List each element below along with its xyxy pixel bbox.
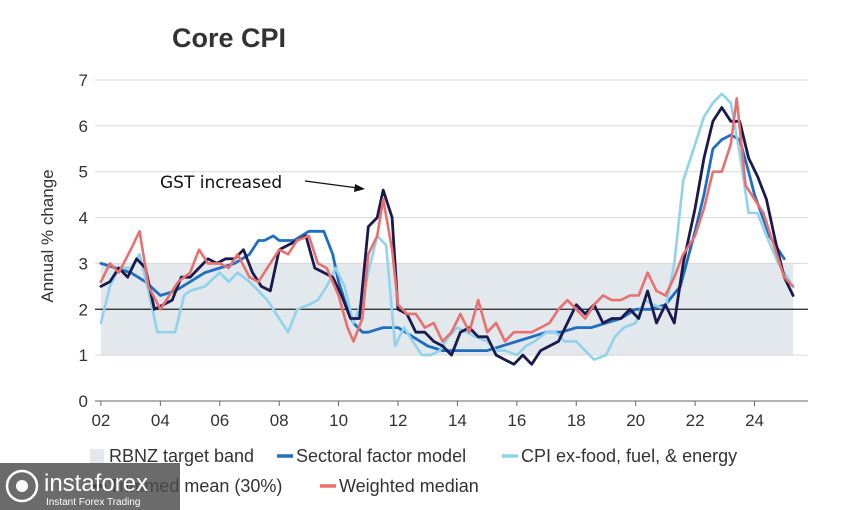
x-tick-label: 06 (210, 411, 229, 430)
y-tick-label: 0 (79, 392, 88, 411)
x-tick-label: 04 (151, 411, 170, 430)
watermark-emblem-icon (5, 469, 39, 503)
legend: RBNZ target band Sectoral factor model CPI… (90, 446, 737, 496)
annotation-arrow-line (304, 180, 359, 189)
legend-swatch-band (90, 449, 104, 463)
x-tick-label: 02 (91, 411, 110, 430)
x-tick-label: 24 (745, 411, 764, 430)
legend-label: Weighted median (339, 476, 479, 496)
watermark-background (0, 463, 180, 510)
x-tick-label: 08 (270, 411, 289, 430)
y-axis-label: Annual % change (38, 169, 57, 302)
chart-title: Core CPI (172, 23, 286, 53)
x-tick-label: 14 (448, 411, 467, 430)
legend-label: Sectoral factor model (296, 446, 466, 466)
legend-label: CPI ex-food, fuel, & energy (521, 446, 737, 466)
y-tick-label: 5 (79, 163, 88, 182)
y-tick-label: 6 (79, 117, 88, 136)
y-tick-label: 7 (79, 71, 88, 90)
y-tick-label: 3 (79, 254, 88, 273)
watermark-logo: instaforex Instant Forex Trading (0, 463, 180, 510)
x-tick-label: 20 (626, 411, 645, 430)
x-tick-label: 16 (507, 411, 526, 430)
annotation-text: GST increased (160, 173, 282, 193)
x-tick-label: 18 (567, 411, 586, 430)
watermark-tagline: Instant Forex Trading (46, 497, 141, 508)
legend-label: RBNZ target band (109, 446, 254, 466)
series-line-cpi-ex-food-fuel-energy (99, 92, 792, 361)
y-tick-label: 4 (79, 209, 88, 228)
x-tick-label: 22 (686, 411, 705, 430)
series-lines (99, 92, 795, 366)
annotation-arrow-head (354, 184, 365, 192)
x-tick-label: 10 (329, 411, 348, 430)
watermark-brand: instaforex (44, 470, 148, 497)
watermark-emblem-core (16, 480, 28, 492)
x-tick-label: 12 (389, 411, 408, 430)
y-tick-label: 1 (79, 346, 88, 365)
y-tick-label: 2 (79, 300, 88, 319)
series-line-weighted-median (99, 97, 795, 343)
gst-annotation: GST increased (160, 173, 365, 193)
